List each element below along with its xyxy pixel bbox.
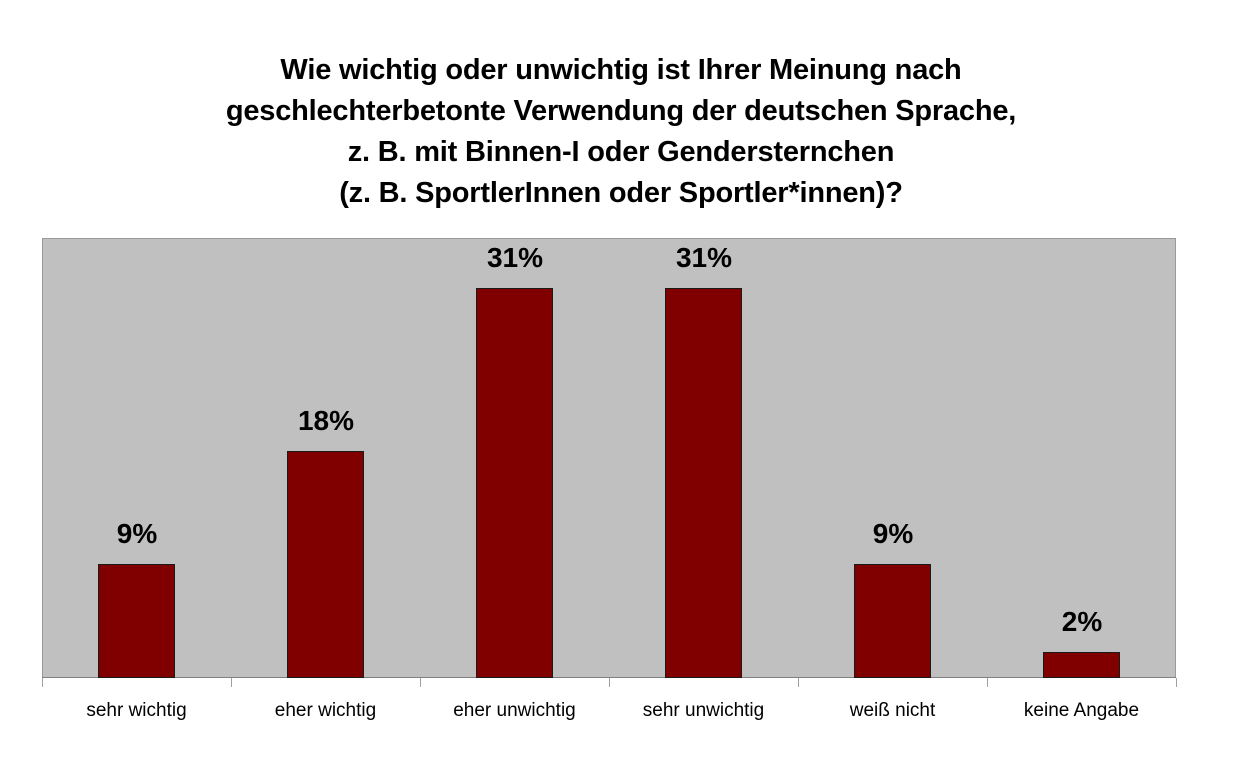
data-label: 9% bbox=[116, 518, 158, 549]
x-axis-tick bbox=[798, 678, 799, 687]
bar bbox=[854, 564, 931, 678]
chart-title: Wie wichtig oder unwichtig ist Ihrer Mei… bbox=[0, 50, 1242, 214]
x-axis-category-label: sehr wichtig bbox=[86, 700, 187, 721]
data-label: 9% bbox=[872, 518, 914, 549]
data-label: 31% bbox=[675, 242, 733, 273]
bar bbox=[287, 451, 364, 678]
data-label: 18% bbox=[297, 405, 355, 436]
plot-area bbox=[42, 238, 1176, 677]
chart-title-line: geschlechterbetonte Verwendung der deuts… bbox=[225, 95, 1017, 127]
x-axis-category-label: weiß nicht bbox=[849, 700, 936, 721]
x-axis-line bbox=[42, 677, 1176, 678]
x-axis-category-label: sehr unwichtig bbox=[642, 700, 765, 721]
chart-title-line: (z. B. SportlerInnen oder Sportler*innen… bbox=[339, 177, 903, 209]
x-axis-tick bbox=[42, 678, 43, 687]
x-axis-tick bbox=[609, 678, 610, 687]
chart-title-line: Wie wichtig oder unwichtig ist Ihrer Mei… bbox=[280, 54, 962, 86]
data-label: 2% bbox=[1061, 606, 1103, 637]
x-axis-tick bbox=[987, 678, 988, 687]
data-label: 31% bbox=[486, 242, 544, 273]
x-axis-tick bbox=[420, 678, 421, 687]
bar bbox=[476, 288, 553, 678]
bar bbox=[98, 564, 175, 678]
x-axis-tick bbox=[1176, 678, 1177, 687]
x-axis-tick bbox=[231, 678, 232, 687]
chart-title-line: z. B. mit Binnen-I oder Gendersternchen bbox=[347, 136, 895, 168]
x-axis-category-label: keine Angabe bbox=[1023, 700, 1140, 721]
x-axis-category-label: eher unwichtig bbox=[453, 700, 576, 721]
bar bbox=[1043, 652, 1120, 678]
bar bbox=[665, 288, 742, 678]
x-axis-category-label: eher wichtig bbox=[274, 700, 377, 721]
